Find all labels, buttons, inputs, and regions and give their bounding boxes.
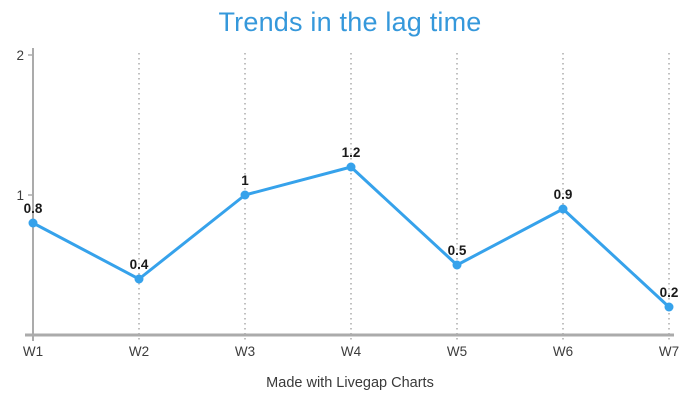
data-point-label: 1.2: [342, 145, 361, 160]
data-point: [134, 274, 144, 284]
data-point-label: 0.8: [24, 201, 43, 216]
x-tick-label: W3: [235, 344, 255, 359]
x-tick-label: W2: [129, 344, 149, 359]
data-point-label: 0.9: [554, 187, 573, 202]
data-point: [558, 204, 568, 214]
chart-footer: Made with Livegap Charts: [266, 375, 434, 391]
data-point: [240, 190, 250, 200]
data-point: [346, 162, 356, 172]
data-point-label: 0.4: [130, 257, 149, 272]
x-tick-label: W4: [341, 344, 362, 359]
x-tick-label: W6: [553, 344, 573, 359]
x-tick-label: W5: [447, 344, 467, 359]
x-tick-label: W1: [23, 344, 43, 359]
data-point: [664, 302, 674, 312]
y-tick-label: 1: [16, 188, 24, 203]
y-tick-label: 2: [16, 48, 24, 63]
x-tick-label: W7: [659, 344, 679, 359]
data-point-label: 1: [241, 173, 249, 188]
chart-title: Trends in the lag time: [218, 7, 482, 37]
data-point: [28, 218, 38, 228]
data-point-label: 0.5: [448, 243, 467, 258]
data-point-label: 0.2: [660, 285, 679, 300]
data-point: [452, 260, 462, 270]
